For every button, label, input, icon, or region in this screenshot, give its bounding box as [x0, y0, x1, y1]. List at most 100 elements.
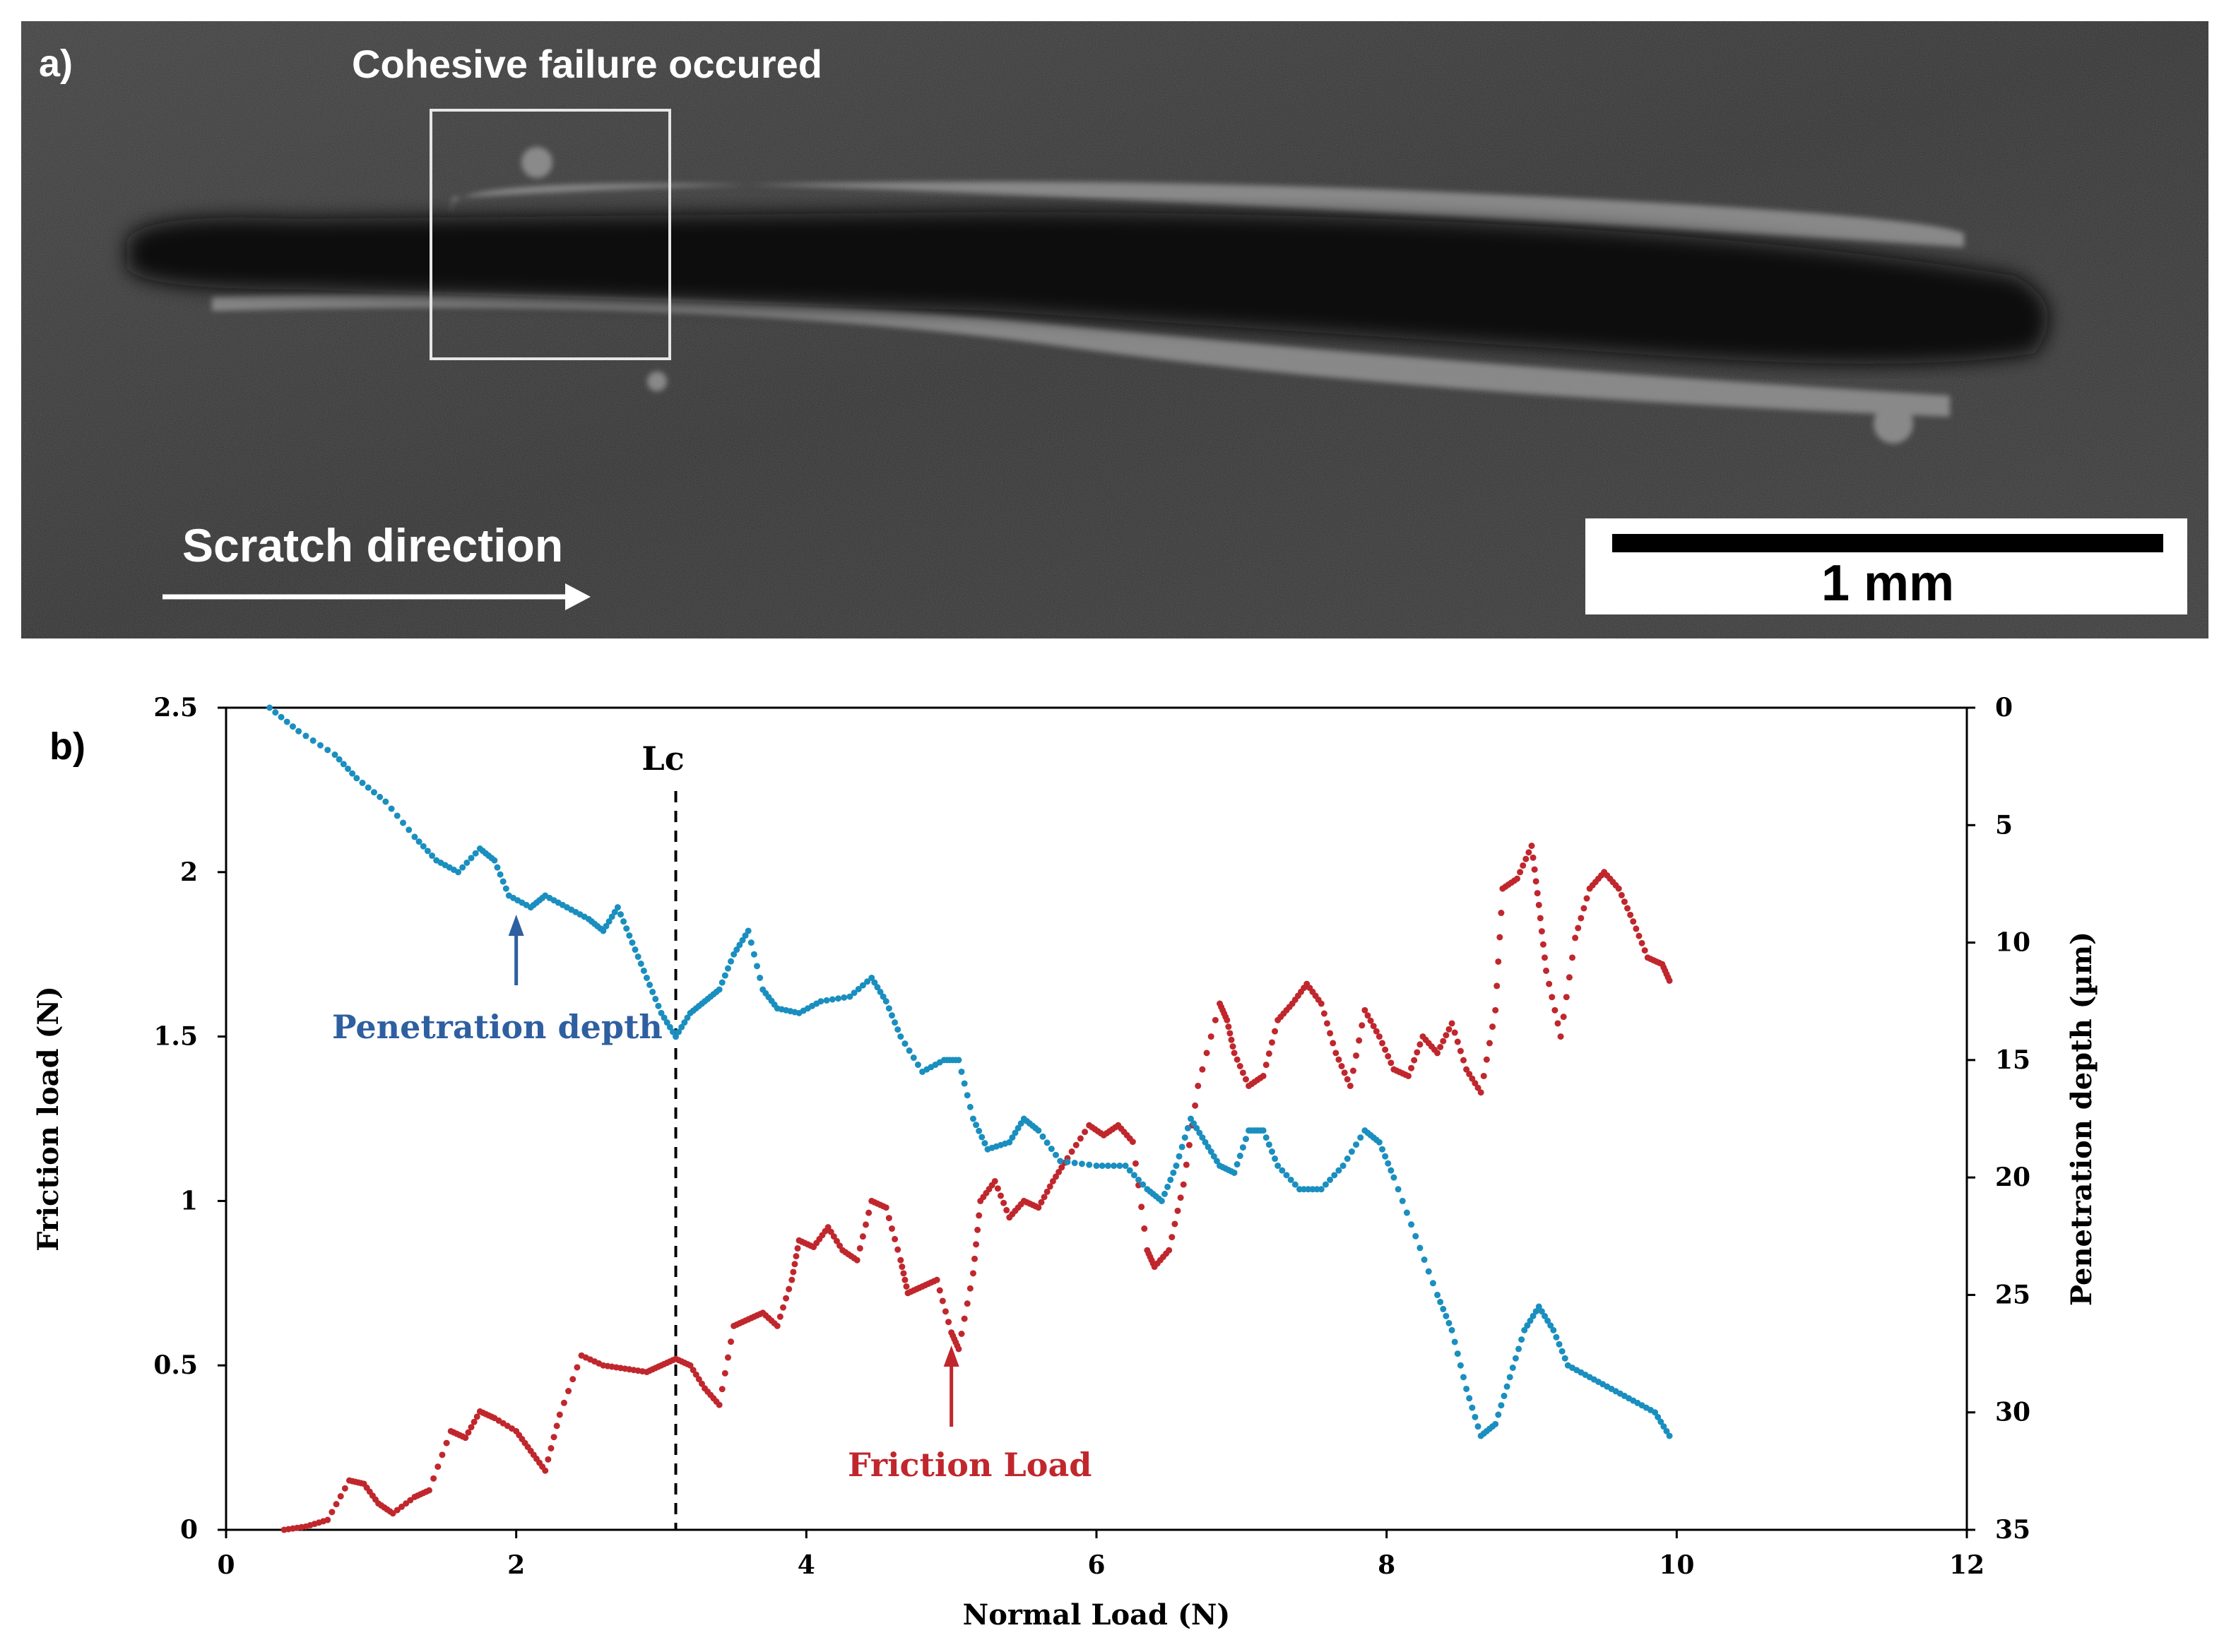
friction-load-point: [928, 1279, 935, 1286]
penetration-depth-point: [1144, 1186, 1151, 1193]
penetration-depth-point: [1568, 1365, 1575, 1372]
friction-load-point: [420, 1490, 427, 1497]
friction-load-point: [425, 1487, 432, 1494]
penetration-depth-point: [309, 737, 317, 744]
friction-load-point: [509, 1425, 516, 1432]
friction-load-point: [634, 1367, 641, 1374]
penetration-depth-point: [961, 1080, 968, 1087]
friction-load-point: [430, 1475, 437, 1482]
y-right-tick-label: 25: [1995, 1280, 2030, 1309]
friction-load-point: [443, 1439, 450, 1446]
penetration-depth-point: [1403, 1209, 1410, 1216]
penetration-depth-point: [966, 1103, 974, 1110]
penetration-depth-point: [1331, 1172, 1338, 1179]
friction-load-point: [1157, 1256, 1164, 1264]
penetration-depth-point: [1268, 1148, 1275, 1155]
friction-load-point: [1393, 1067, 1400, 1074]
penetration-depth-point: [1367, 1131, 1374, 1139]
friction-load-point: [1144, 1247, 1151, 1254]
friction-load-point: [994, 1185, 1001, 1192]
penetration-depth-point: [1370, 1134, 1377, 1141]
friction-load-point: [1049, 1177, 1056, 1184]
friction-load-point: [329, 1509, 336, 1516]
penetration-depth-point: [1547, 1322, 1554, 1329]
penetration-depth-point: [1390, 1174, 1397, 1181]
friction-load-point: [1286, 1004, 1293, 1011]
friction-load-point: [1513, 875, 1520, 882]
friction-load-point: [315, 1519, 322, 1526]
friction-load-point: [1601, 869, 1608, 876]
friction-load-point: [1353, 1052, 1360, 1059]
friction-load-point: [1100, 1131, 1107, 1139]
penetration-depth-point: [1660, 1423, 1667, 1430]
friction-load-point: [1277, 1014, 1284, 1021]
friction-load-point: [1404, 1072, 1412, 1079]
friction-load-point: [491, 1415, 498, 1422]
friction-load-point: [1115, 1122, 1122, 1129]
penetration-depth-point: [1448, 1326, 1455, 1333]
friction-load-point: [742, 1317, 749, 1324]
penetration-depth-point: [823, 997, 830, 1004]
friction-load-point: [988, 1182, 995, 1189]
friction-load-point: [542, 1467, 549, 1474]
penetration-depth-point: [958, 1068, 965, 1075]
penetration-depth-point: [302, 732, 309, 739]
penetration-depth-point: [605, 918, 613, 925]
friction-load-point: [681, 1359, 688, 1366]
friction-load-point: [375, 1500, 382, 1507]
penetration-depth-point: [988, 1144, 995, 1151]
friction-load-point: [804, 1241, 811, 1248]
penetration-depth-point: [1361, 1127, 1368, 1134]
penetration-depth-point: [620, 918, 627, 925]
penetration-depth-point: [1190, 1120, 1197, 1127]
friction-load-point: [1460, 1057, 1467, 1064]
friction-load-point: [1373, 1028, 1380, 1035]
friction-load-point: [1359, 1022, 1366, 1029]
friction-load-point: [1347, 1082, 1354, 1089]
penetration-depth-point: [433, 857, 440, 864]
friction-load-point: [414, 1492, 421, 1499]
penetration-depth-point: [1399, 1197, 1406, 1204]
friction-load-point: [1123, 1131, 1130, 1139]
penetration-depth-point: [728, 958, 735, 965]
penetration-depth-point: [1530, 1312, 1537, 1319]
penetration-depth-point: [1621, 1392, 1628, 1399]
friction-load-point: [1246, 1082, 1253, 1089]
friction-load-point: [950, 1332, 957, 1339]
friction-load-point: [1242, 1076, 1249, 1083]
friction-load-point: [897, 1256, 904, 1264]
penetration-depth-point: [864, 978, 871, 985]
penetration-depth-point: [892, 1019, 899, 1026]
penetration-depth-point: [721, 972, 728, 979]
penetration-depth-point: [429, 852, 436, 860]
penetration-depth-point: [874, 984, 881, 991]
friction-load-point: [1560, 1014, 1567, 1021]
y-axis-left: 0 0.5 1 1.5 2 2.5: [153, 693, 226, 1545]
friction-load-point: [1229, 1043, 1236, 1050]
friction-load-point: [747, 1314, 755, 1321]
penetration-depth-point: [1357, 1134, 1364, 1141]
friction-load-point: [519, 1435, 526, 1442]
friction-load-point: [553, 1422, 560, 1430]
penetration-depth-point: [459, 864, 466, 871]
penetration-depth-point: [888, 1012, 895, 1019]
friction-load-point: [1029, 1201, 1036, 1208]
penetration-depth-point: [669, 1028, 676, 1035]
friction-load-point: [1129, 1139, 1136, 1146]
penetration-depth-point: [1385, 1160, 1392, 1167]
penetration-depth-point: [1451, 1338, 1458, 1345]
penetration-depth-point: [1538, 1308, 1545, 1315]
friction-load-point: [1595, 875, 1602, 882]
penetration-depth-point: [623, 925, 630, 932]
friction-load-point: [1294, 992, 1301, 999]
penetration-depth-point: [1086, 1161, 1093, 1168]
penetration-depth-point: [1655, 1413, 1662, 1420]
penetration-depth-point: [877, 988, 884, 995]
penetration-depth-point: [266, 704, 273, 711]
x-axis: 0 2 4 6 8 10 12: [217, 1530, 1985, 1580]
penetration-depth-point: [673, 1033, 680, 1040]
penetration-depth-point: [783, 1006, 790, 1014]
penetration-depth-point: [483, 850, 490, 857]
penetration-depth-point: [1578, 1369, 1585, 1376]
penetration-depth-point: [370, 789, 377, 796]
